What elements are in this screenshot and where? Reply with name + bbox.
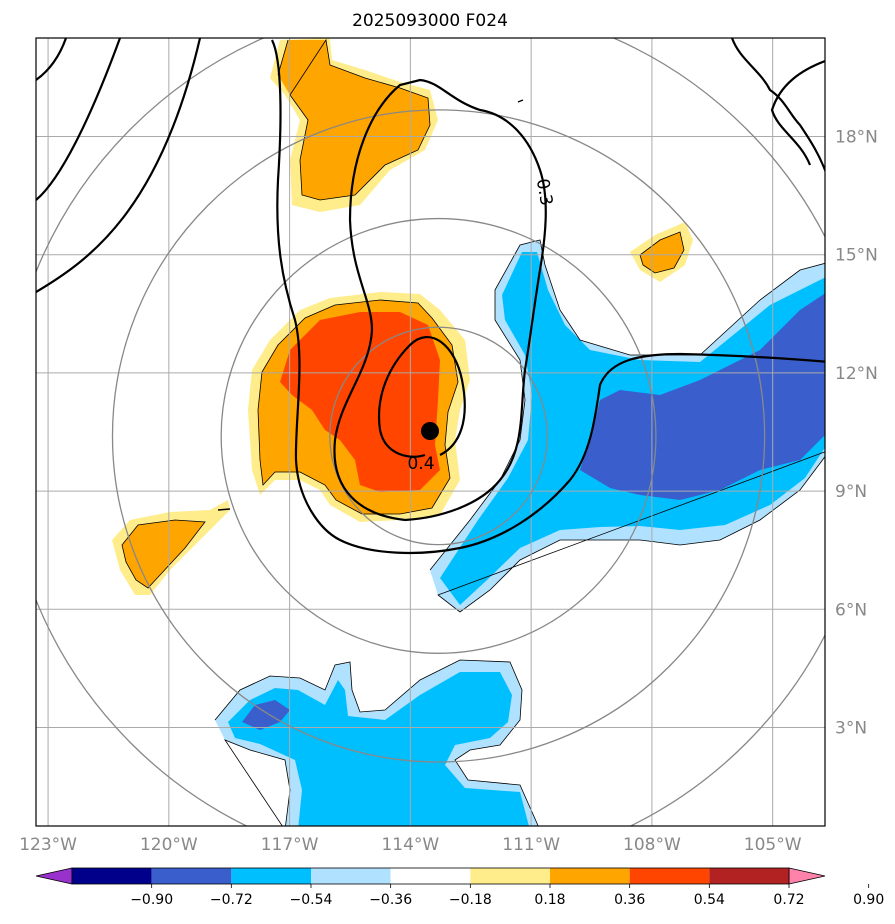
- contour-label-group: 0.3 0.4: [407, 177, 556, 474]
- contour-0.3-outer: [333, 78, 547, 522]
- colorbar-tick-label: −0.54: [290, 892, 333, 908]
- contour-tiny-1: [517, 99, 524, 103]
- lon-tick-label: 123°W: [19, 835, 77, 855]
- lat-tick-label: 6°N: [835, 600, 867, 620]
- range-ring-2: [111, 109, 766, 763]
- outline-east-small: [639, 231, 685, 274]
- colorbar-tick-label: 0.36: [614, 892, 645, 908]
- colorbar-extend-low: [35, 867, 73, 885]
- figure-title: 2025093000 F024: [352, 11, 508, 31]
- contour-lines: [36, 38, 825, 555]
- colorbar-box: [390, 868, 471, 884]
- contour-label-0.3: 0.3: [532, 177, 556, 207]
- colorbar-box: [72, 868, 152, 884]
- colorbar-box: [550, 868, 630, 884]
- colorbar-tick-label: 0.54: [694, 892, 725, 908]
- lat-tick-labels: 3°N 6°N 9°N 12°N 15°N 18°N: [835, 128, 878, 739]
- outline-west: [121, 519, 206, 589]
- strong-negative-anomaly-south: [242, 700, 290, 730]
- range-rings: [36, 38, 825, 826]
- positive-anomaly-region-east-orange: [640, 232, 684, 273]
- lon-tick-labels: 123°W 120°W 117°W 114°W 111°W 108°W 105°W: [19, 835, 802, 855]
- colorbar-tick-label: −0.36: [369, 892, 412, 908]
- map-area: 0.3 0.4: [36, 38, 825, 826]
- range-ring-1: [220, 217, 657, 654]
- positive-anomaly-region-west-orange: [122, 520, 205, 588]
- range-ring-0: [329, 326, 548, 546]
- shading-layer: [112, 38, 825, 826]
- colorbar-box: [709, 868, 789, 884]
- lat-tick-label: 15°N: [835, 246, 878, 266]
- colorbar-tick-label: −0.72: [210, 892, 253, 908]
- contour-nw-2: [36, 38, 122, 201]
- map-frame: [35, 37, 826, 827]
- contour-nw-3: [36, 38, 202, 293]
- colorbar-box: [470, 868, 550, 884]
- lon-tick-label: 114°W: [381, 835, 439, 855]
- contour-left: [271, 39, 825, 555]
- contour-ne-2: [770, 59, 825, 166]
- colorbar-box: [629, 868, 710, 884]
- colorbar-extend-high: [788, 867, 826, 885]
- colorbar-tick-label: 0.90: [853, 892, 884, 908]
- contour-label-0.4: 0.4: [407, 454, 434, 474]
- storm-center-marker: [421, 422, 439, 440]
- lon-tick-label: 120°W: [140, 835, 198, 855]
- lat-tick-label: 9°N: [835, 482, 867, 502]
- lon-tick-label: 105°W: [744, 835, 802, 855]
- lon-tick-label: 117°W: [261, 835, 319, 855]
- gridlines: [36, 38, 825, 826]
- colorbar: −0.90 −0.72 −0.54 −0.36 −0.18 0.18 0.36 0.54 0.7…: [35, 867, 884, 908]
- lon-tick-label: 108°W: [623, 835, 681, 855]
- outline-central: [257, 299, 459, 515]
- lat-tick-label: 18°N: [835, 128, 878, 148]
- contour-tiny-2: [217, 508, 231, 511]
- negative-anomaly-region-south-core: [228, 672, 529, 826]
- colorbar-box: [151, 868, 232, 884]
- colorbar-box: [311, 868, 391, 884]
- positive-anomaly-region-north-orange: [278, 40, 430, 200]
- contour-nw-1: [36, 38, 68, 81]
- lat-tick-label: 3°N: [835, 719, 867, 739]
- colorbar-tick-label: −0.18: [449, 892, 492, 908]
- colorbar-tick-label: 0.72: [773, 892, 804, 908]
- lat-tick-label: 12°N: [835, 364, 878, 384]
- colorbar-tick-label: −0.90: [130, 892, 173, 908]
- contour-0.4-inner: [377, 336, 466, 458]
- colorbar-tick-label: 0.18: [534, 892, 565, 908]
- contour-ne: [730, 38, 825, 174]
- colorbar-outline: [71, 867, 790, 885]
- lon-tick-label: 111°W: [502, 835, 560, 855]
- colorbar-box: [231, 868, 311, 884]
